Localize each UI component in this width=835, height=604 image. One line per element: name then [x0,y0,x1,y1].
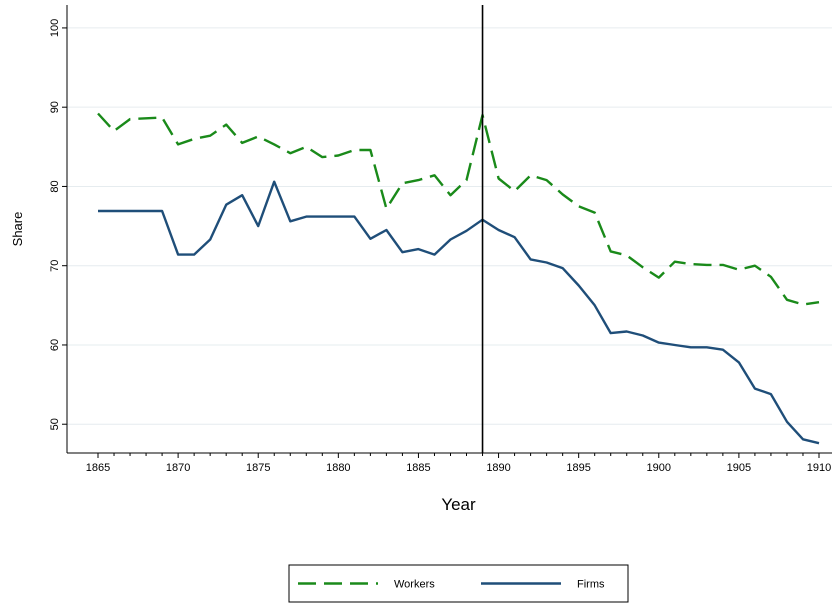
y-tick-label: 70 [49,260,61,272]
x-tick-label: 1870 [166,462,190,474]
y-tick-label: 50 [49,418,61,430]
y-tick-label: 90 [49,101,61,113]
y-tick-label: 80 [49,180,61,192]
series-line-firms [98,180,820,445]
x-tick-label: 1880 [326,462,350,474]
gridlines [67,27,832,425]
x-tick-label: 1895 [566,462,590,474]
legend-label-firms: Firms [577,579,605,591]
x-tick-label: 1910 [807,462,831,474]
x-tick-label: 1900 [647,462,671,474]
x-tick-label: 1905 [727,462,751,474]
legend-box [288,564,629,603]
tick-marks: 50 60 70 80 90 100 1865 1870 1875 1880 1885 1890 189… [49,19,831,474]
y-tick-label: 100 [49,19,61,37]
x-tick-label: 1890 [486,462,510,474]
legend-label-workers: Workers [394,579,435,591]
y-tick-label: 60 [49,339,61,351]
series-line-workers [97,112,820,306]
series-lines [97,112,820,445]
x-tick-label: 1865 [86,462,110,474]
x-tick-label: 1885 [406,462,430,474]
y-axis-title: Share [10,212,25,247]
legend: Workers Firms [288,564,629,603]
x-axis-title: Year [441,495,476,514]
x-tick-label: 1875 [246,462,270,474]
